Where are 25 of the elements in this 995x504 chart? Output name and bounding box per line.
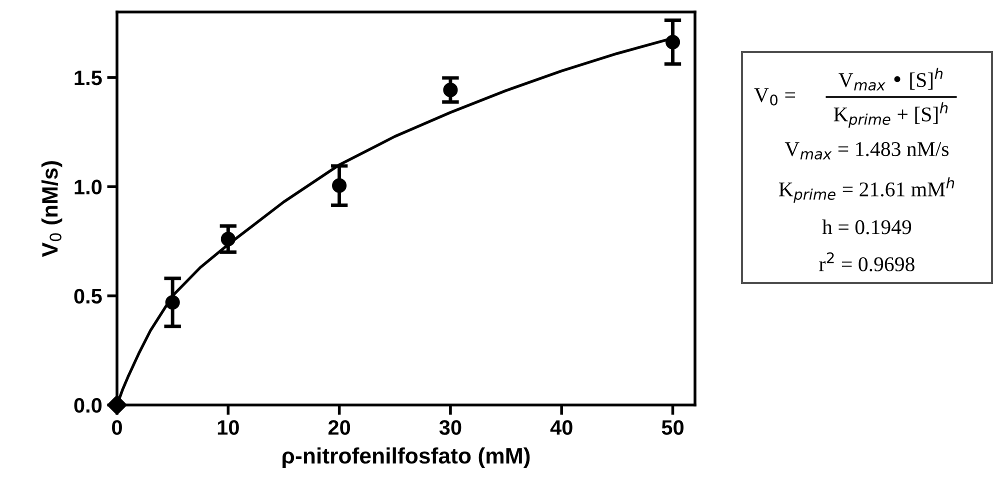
text: r$^{2}$ = 0.9698 [819, 252, 914, 272]
x-tick-label: 10 [218, 420, 239, 435]
text: V$_{max}$ = 1.483 nM/s [784, 142, 949, 160]
x-axis-title: ρ-nitrofenilfosfato (mM) [282, 447, 530, 468]
y-tick-label: 0.5 [74, 288, 102, 304]
x-tick-label: 30 [439, 420, 462, 435]
y-tick-label: 0.0 [74, 398, 102, 413]
y-axis-title: V$_{0}$ (nM/s) [41, 161, 62, 258]
x-tick-label: 0 [112, 420, 122, 435]
point [106, 394, 128, 416]
text: h = 0.1949 [822, 220, 912, 234]
text: V$_{max}$ • [S]$^{h}$ [838, 68, 943, 91]
point [165, 295, 180, 310]
point [332, 178, 347, 193]
x-tick-label: 50 [662, 420, 684, 435]
point [443, 82, 458, 98]
text: V$_{0}$ = [754, 88, 795, 106]
y-tick-label: 1.0 [74, 180, 102, 194]
text: K$_{prime}$ + [S]$^{h}$ [834, 102, 948, 128]
x-tick-label: 20 [328, 420, 350, 435]
y-tick-label: 1.5 [74, 70, 102, 86]
text: K$_{prime}$ = 21.61 mM$^{h}$ [778, 177, 954, 203]
point [665, 34, 680, 50]
x-tick-label: 40 [550, 420, 572, 435]
point [220, 232, 236, 246]
